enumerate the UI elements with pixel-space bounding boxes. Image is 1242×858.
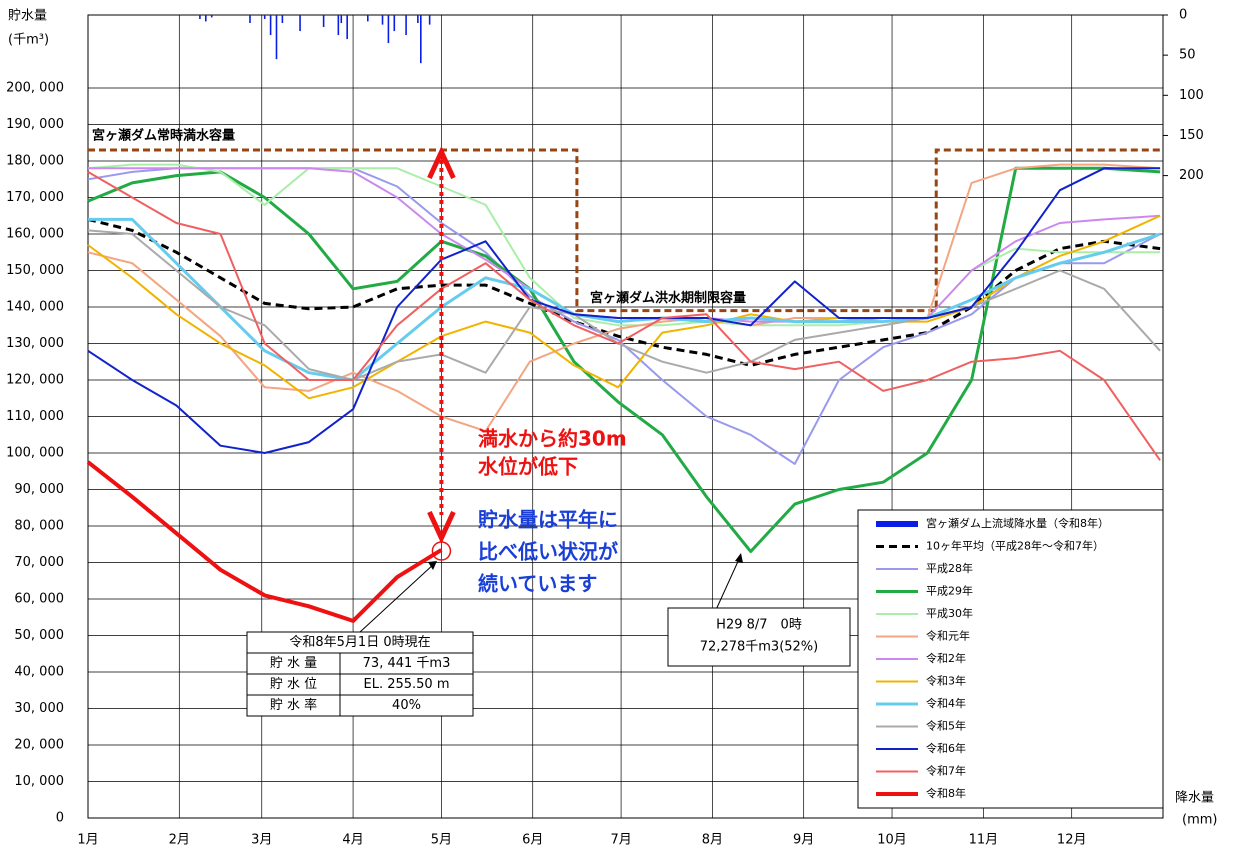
drawdown-note: 水位が低下 — [478, 455, 578, 479]
legend-label: 令和5年 — [926, 719, 966, 733]
y-tick-label: 20, 000 — [14, 738, 64, 753]
legend-label: 宮ヶ瀬ダム上流域降水量（令和8年） — [926, 516, 1109, 530]
y-tick-label: 30, 000 — [14, 701, 64, 716]
x-tick-label: 11月 — [969, 833, 999, 848]
info-cell: 40% — [392, 698, 421, 713]
y2-tick-label: 150 — [1179, 128, 1204, 143]
series-line — [87, 163, 1161, 433]
y2-tick-label: 50 — [1179, 48, 1196, 63]
y-tick-label: 0 — [56, 811, 64, 826]
y-tick-label: 60, 000 — [14, 592, 64, 607]
arrow-head — [427, 510, 456, 544]
y-tick-label: 40, 000 — [14, 665, 64, 680]
info-title: 令和8年5月1日 0時現在 — [289, 635, 430, 650]
x-tick-label: 1月 — [77, 833, 98, 848]
legend-label: 平成28年 — [926, 561, 973, 575]
legend-label: 令和2年 — [926, 651, 966, 665]
legend-label: 令和7年 — [926, 764, 966, 778]
status-note: 貯水量は平年に — [478, 508, 618, 532]
x-tick-label: 9月 — [793, 833, 814, 848]
y-tick-label: 150, 000 — [6, 263, 64, 278]
y-tick-label: 140, 000 — [6, 300, 64, 315]
legend-label: 令和3年 — [926, 674, 966, 688]
y-tick-label: 130, 000 — [6, 336, 64, 351]
y-tick-label: 120, 000 — [6, 373, 64, 388]
pointer-head — [735, 553, 743, 563]
legend-label: 平成30年 — [926, 606, 973, 620]
x-tick-label: 6月 — [522, 833, 543, 848]
arrow-head — [427, 146, 456, 180]
status-note: 比べ低い状況が — [478, 540, 618, 564]
y-tick-label: 190, 000 — [6, 117, 64, 132]
x-tick-label: 2月 — [169, 833, 190, 848]
x-tick-label: 10月 — [877, 833, 907, 848]
legend-label: 令和6年 — [926, 741, 966, 755]
x-tick-label: 5月 — [431, 833, 452, 848]
info-cell: 貯 水 率 — [270, 697, 317, 713]
pointer-head — [428, 561, 437, 570]
y-axis-unit: (千m³) — [8, 33, 49, 48]
y-tick-label: 90, 000 — [14, 482, 64, 497]
legend-label: 令和4年 — [926, 696, 966, 710]
drawdown-note: 満水から約30m — [478, 427, 627, 451]
h29-box — [667, 607, 851, 667]
pointer — [359, 562, 436, 633]
x-tick-label: 4月 — [342, 833, 363, 848]
series-line — [87, 166, 1161, 553]
x-tick-label: 12月 — [1057, 833, 1087, 848]
x-tick-label: 7月 — [610, 833, 631, 848]
x-tick-label: 3月 — [251, 833, 272, 848]
flood-limit-label: 宮ヶ瀬ダム洪水期制限容量 — [590, 290, 746, 306]
y-tick-label: 100, 000 — [6, 446, 64, 461]
y-tick-label: 80, 000 — [14, 519, 64, 534]
info-cell: 貯 水 位 — [270, 677, 317, 692]
legend-label: 令和8年 — [926, 786, 966, 800]
info-cell: 73, 441 千m3 — [363, 656, 451, 671]
info-cell: 貯 水 量 — [270, 656, 317, 671]
y-tick-label: 70, 000 — [14, 555, 64, 570]
series-line — [88, 217, 1161, 382]
capacity-label: 宮ヶ瀬ダム常時満水容量 — [92, 128, 235, 144]
series-line — [86, 460, 443, 623]
y2-tick-label: 100 — [1179, 88, 1204, 103]
info-cell: EL. 255.50 m — [363, 677, 449, 692]
y2-tick-label: 200 — [1179, 168, 1204, 183]
y-tick-label: 180, 000 — [6, 154, 64, 169]
pointer — [714, 556, 741, 613]
legend-label: 令和元年 — [926, 629, 970, 643]
current-marker — [431, 541, 452, 561]
h29-note: 72,278千m3(52%) — [700, 640, 818, 655]
y2-tick-label: 0 — [1179, 8, 1187, 23]
y-tick-label: 200, 000 — [6, 81, 64, 96]
y-tick-label: 170, 000 — [6, 190, 64, 205]
y-axis-label: 貯水量 — [8, 9, 47, 24]
series-line — [87, 171, 1161, 461]
y-tick-label: 50, 000 — [14, 628, 64, 643]
legend-label: 平成29年 — [926, 584, 973, 598]
h29-note: H29 8/7 0時 — [716, 618, 802, 633]
legend-label: 10ヶ年平均（平成28年～令和7年） — [926, 539, 1104, 553]
y2-axis-label: 降水量 — [1175, 791, 1214, 806]
series-line — [87, 167, 1161, 454]
y-tick-label: 160, 000 — [6, 227, 64, 242]
y-tick-label: 10, 000 — [14, 774, 64, 789]
status-note: 続いています — [478, 572, 597, 596]
y-tick-label: 110, 000 — [6, 409, 64, 424]
y2-axis-unit: (mm) — [1182, 813, 1217, 828]
capacity-line — [88, 148, 1163, 313]
x-tick-label: 8月 — [702, 833, 723, 848]
